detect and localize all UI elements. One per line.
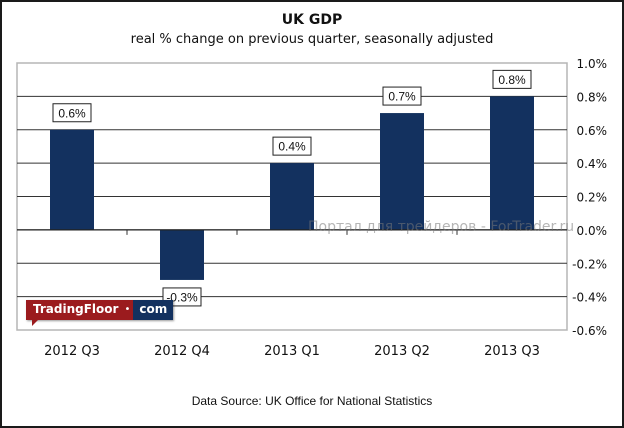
bar [380, 113, 424, 230]
bar [50, 129, 94, 230]
x-tick-label: 2012 Q4 [154, 344, 210, 359]
data-source: Data Source: UK Office for National Stat… [191, 394, 433, 408]
x-tick-label: 2013 Q1 [264, 344, 320, 359]
y-tick-label: -0.6% [572, 324, 607, 338]
data-label: -0.3% [166, 290, 198, 304]
data-label-box [272, 136, 312, 156]
y-tick-label: 0.2% [577, 191, 608, 205]
x-tick-label: 2012 Q3 [44, 344, 100, 359]
y-tick-label: 0.0% [577, 224, 608, 238]
logo-dot: • [124, 300, 134, 320]
data-label-box [492, 69, 532, 89]
chart-subtitle: real % change on previous quarter, seaso… [130, 32, 494, 47]
watermark-text: Портал для трейдеров - ForTrader.ru [308, 219, 575, 235]
y-tick-label: 0.6% [577, 124, 608, 138]
x-tick-label: 2013 Q2 [374, 344, 430, 359]
tradingfloor-logo: TradingFloor • com [26, 300, 174, 326]
y-tick-label: 0.8% [577, 90, 608, 104]
logo-suffix-text: com [133, 300, 174, 320]
y-tick-label: 1.0% [577, 57, 608, 71]
data-label: 0.7% [388, 90, 416, 104]
bar [490, 96, 534, 230]
chart-title: UK GDP [281, 12, 343, 28]
data-label: 0.6% [58, 106, 86, 120]
data-label-box [52, 103, 92, 123]
y-tick-label: -0.2% [572, 257, 607, 271]
logo-main-text: TradingFloor [26, 300, 125, 326]
data-label-box [382, 86, 422, 106]
data-label: 0.4% [278, 140, 306, 154]
bar [160, 229, 204, 280]
data-label: 0.8% [498, 73, 526, 87]
y-tick-label: -0.4% [572, 291, 607, 305]
x-tick-label: 2013 Q3 [484, 344, 540, 359]
y-tick-label: 0.4% [577, 157, 608, 171]
bar [270, 163, 314, 230]
